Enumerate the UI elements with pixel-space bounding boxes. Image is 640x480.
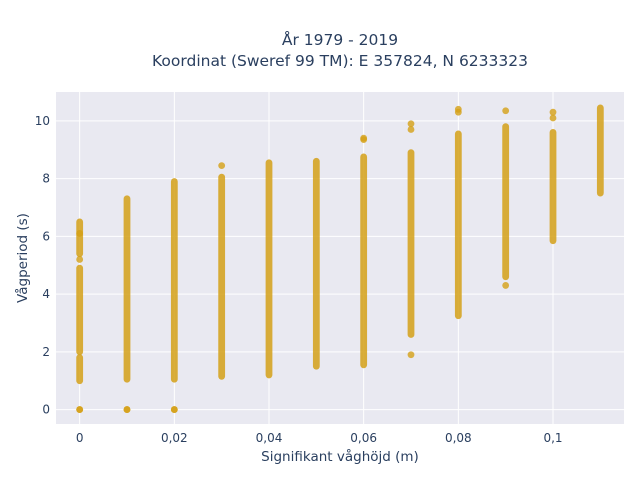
data-point: [76, 406, 84, 413]
y-tick-label: 4: [42, 287, 50, 301]
data-point-column: [407, 149, 415, 338]
x-tick-label: 0,06: [350, 431, 377, 445]
data-point-column: [76, 218, 84, 258]
x-tick-label: 0,02: [161, 431, 188, 445]
chart-title-line-1: År 1979 - 2019: [282, 30, 398, 49]
data-point: [407, 351, 415, 359]
data-point: [76, 230, 84, 237]
chart-title-line-2: Koordinat (Sweref 99 TM): E 357824, N 62…: [152, 52, 528, 70]
x-tick-label: 0,08: [445, 431, 472, 445]
y-tick-label: 6: [42, 229, 50, 243]
y-tick-label: 2: [42, 345, 50, 359]
x-tick-label: 0,04: [256, 431, 283, 445]
data-point: [454, 105, 462, 113]
data-point-column: [170, 178, 178, 383]
data-point-column: [360, 153, 368, 369]
data-point: [76, 256, 84, 263]
data-point-column: [454, 130, 462, 320]
data-points: [76, 104, 604, 413]
y-tick-label: 0: [42, 403, 50, 417]
data-point-column: [218, 173, 226, 380]
data-point-column: [312, 157, 320, 370]
data-point-column: [76, 354, 84, 385]
data-point: [502, 107, 510, 115]
x-tick-label: 0: [76, 431, 84, 445]
data-point-column: [502, 123, 510, 281]
data-point: [218, 162, 226, 170]
x-axis-title: Signifikant våghöjd (m): [261, 448, 419, 465]
data-point-column: [123, 195, 131, 383]
data-point: [170, 406, 178, 413]
data-point-column: [76, 264, 84, 356]
data-point: [549, 108, 557, 116]
data-point: [123, 406, 131, 413]
data-point: [407, 126, 415, 133]
data-point: [549, 114, 557, 122]
data-point: [502, 282, 510, 289]
y-axis-ticks: 0 2 4 6 8 10: [35, 114, 50, 417]
data-point: [407, 120, 415, 128]
y-tick-label: 8: [42, 172, 50, 186]
plot-area: [56, 92, 624, 424]
y-tick-label: 10: [35, 114, 50, 128]
data-point-column: [549, 129, 557, 245]
data-point: [360, 134, 368, 142]
y-axis-title: Vågperiod (s): [14, 213, 31, 303]
x-tick-label: 0,1: [543, 431, 562, 445]
data-point-column: [265, 159, 273, 379]
x-axis-ticks: 0 0,02 0,04 0,06 0,08 0,1: [76, 431, 563, 445]
data-point-column: [596, 104, 604, 197]
